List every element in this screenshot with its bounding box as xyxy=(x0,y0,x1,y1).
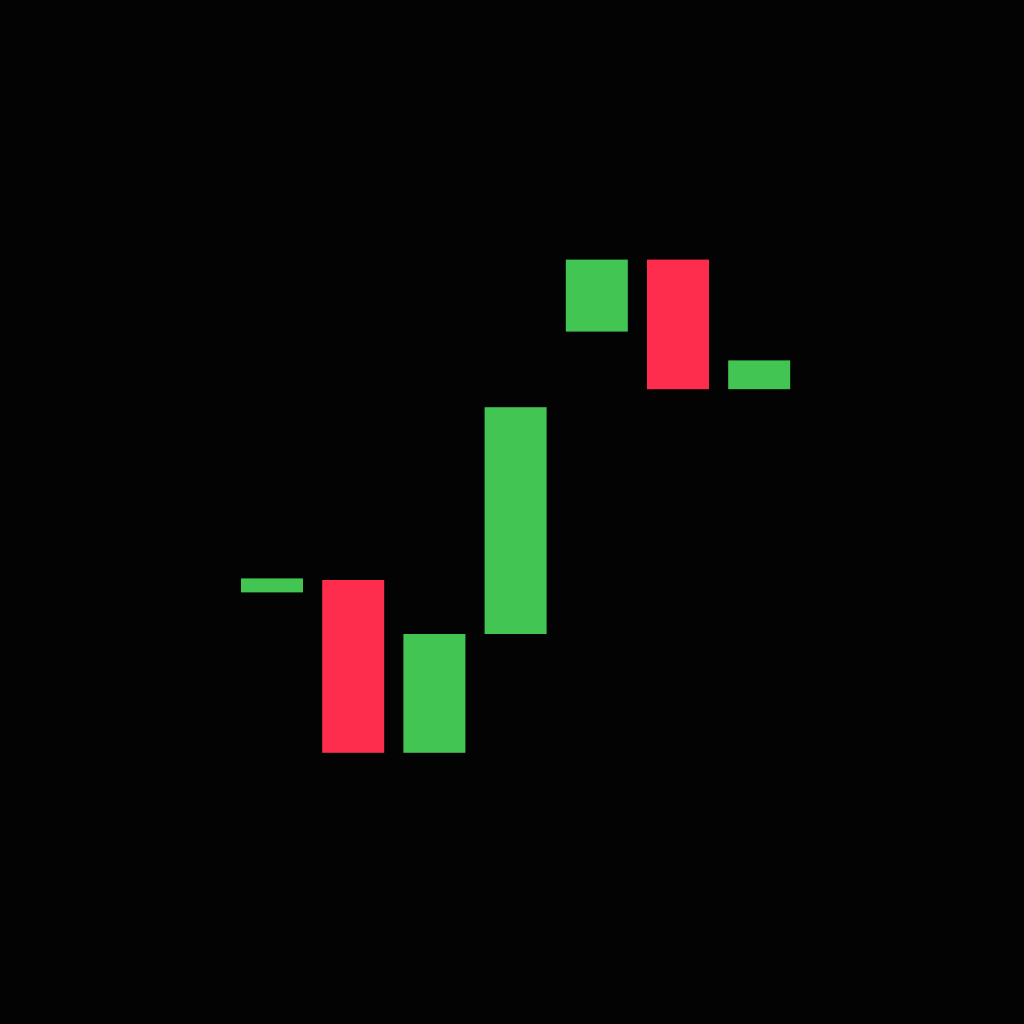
waterfall-bar-1-up xyxy=(241,578,303,593)
waterfall-bar-7-up xyxy=(728,360,791,390)
waterfall-bar-5-up xyxy=(565,259,628,332)
waterfall-bar-2-down xyxy=(322,580,385,753)
waterfall-bar-3-up xyxy=(403,634,466,753)
waterfall-bar-6-down xyxy=(647,259,709,390)
bars-layer xyxy=(241,259,791,753)
waterfall-bar-4-up xyxy=(484,407,547,634)
